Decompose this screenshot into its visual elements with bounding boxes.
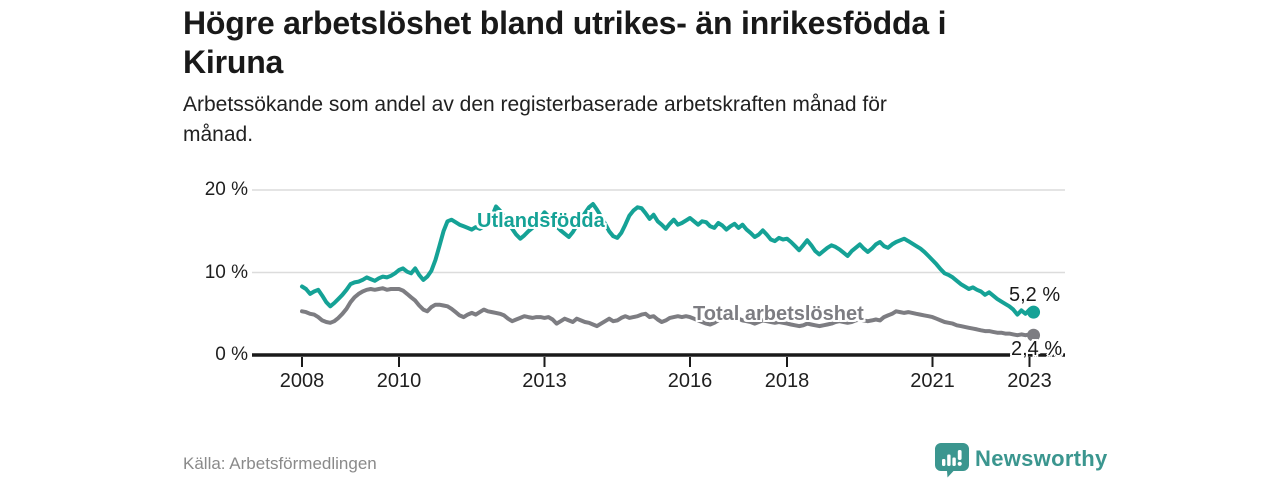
chart-title: Högre arbetslöshet bland utrikes- än inr… xyxy=(183,5,947,80)
bubble-shape xyxy=(935,443,969,478)
source-note: Källa: Arbetsförmedlingen xyxy=(183,454,377,473)
chart-subtitle: Arbetssökande som andel av den registerb… xyxy=(183,93,887,146)
newsworthy-logo[interactable]: Newsworthy xyxy=(934,442,1107,478)
brand-name: Newsworthy xyxy=(975,446,1108,471)
series-line-0 xyxy=(300,202,1036,317)
chart-bubble-icon xyxy=(935,443,969,478)
end-dot-0 xyxy=(1027,305,1041,319)
end-dot-1 xyxy=(1027,328,1041,342)
series-line-1 xyxy=(300,286,1036,338)
